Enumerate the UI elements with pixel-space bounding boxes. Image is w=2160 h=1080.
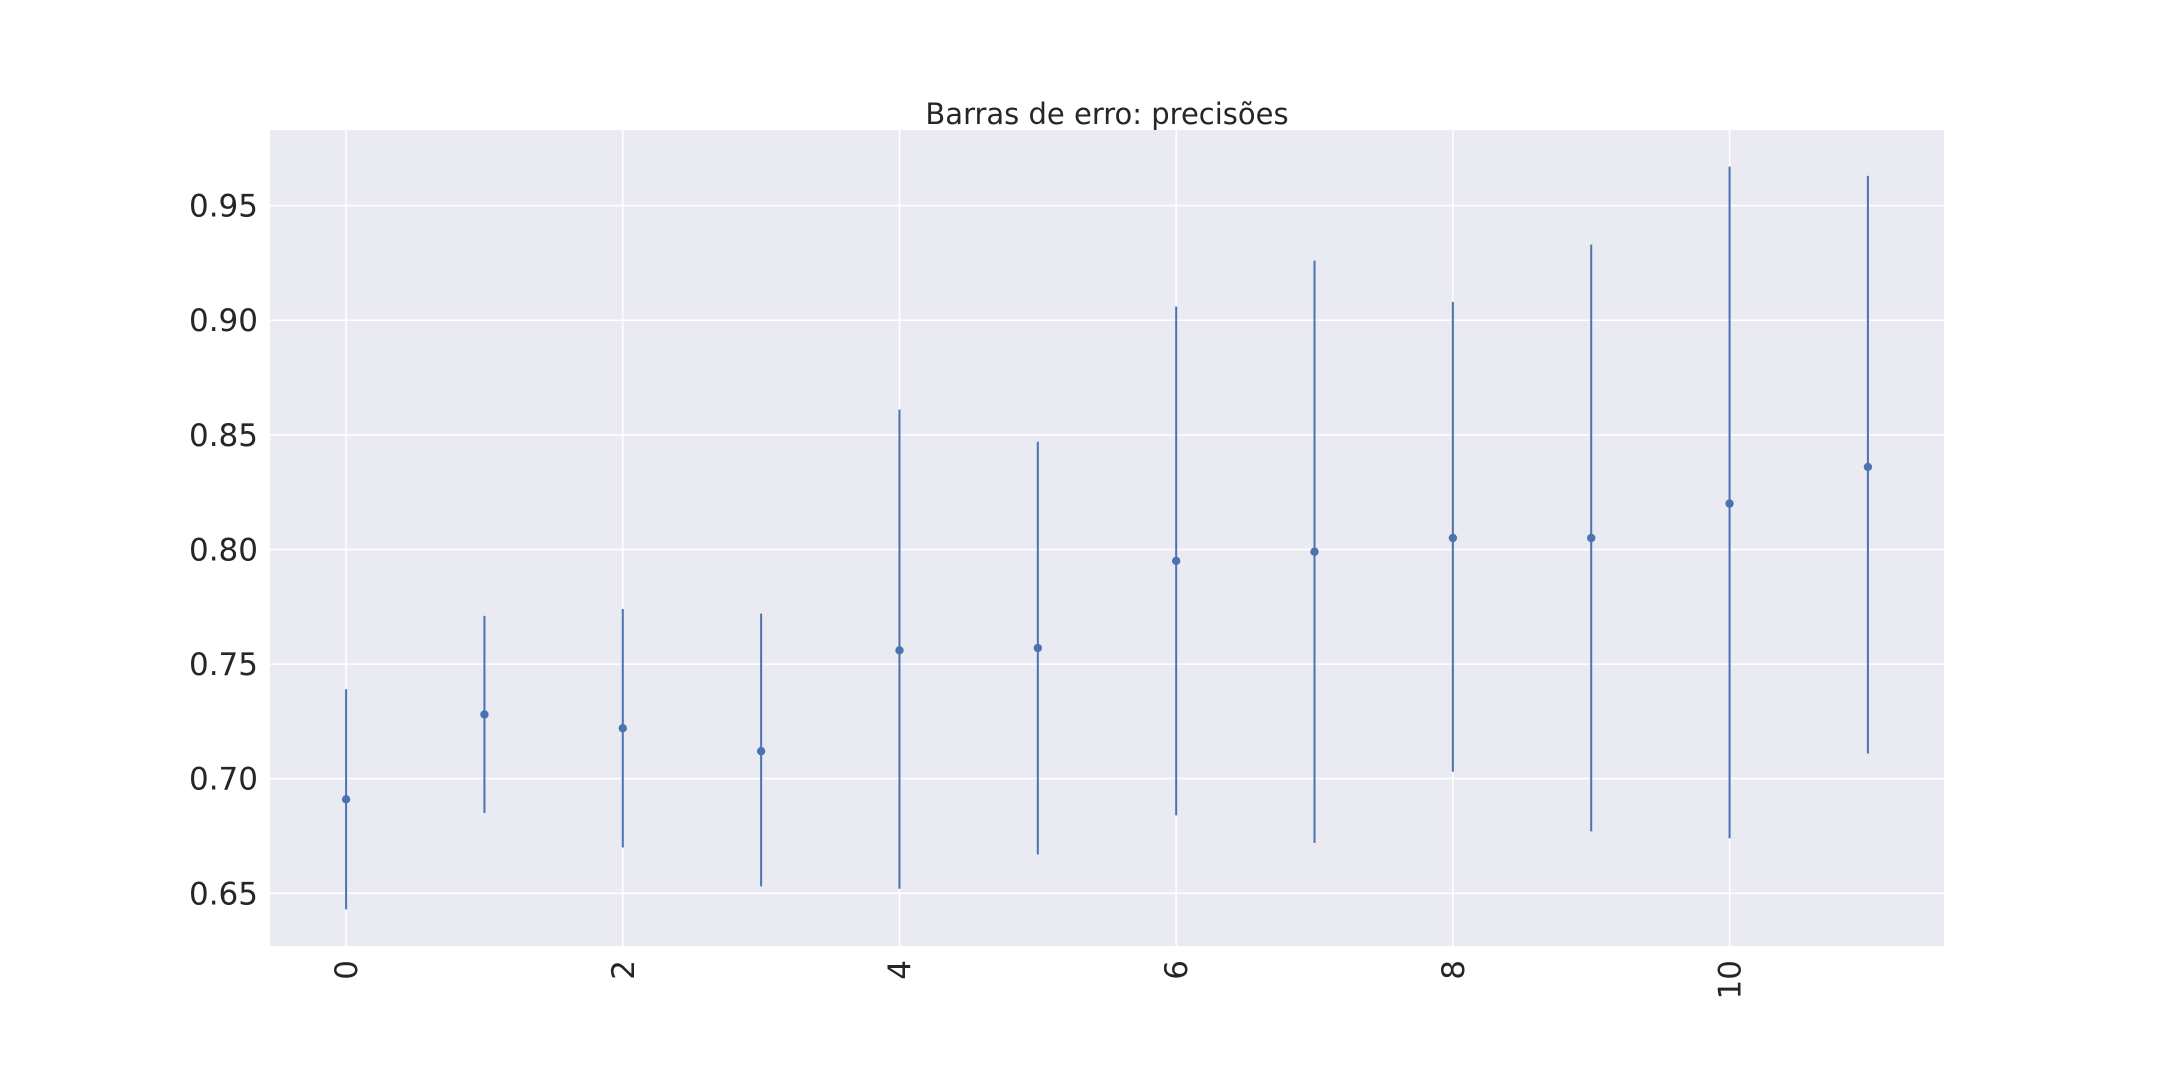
data-point: [480, 710, 489, 719]
y-tick-labels: 0.65 0.70 0.75 0.80 0.85 0.90 0.95: [189, 189, 258, 913]
data-point: [618, 724, 627, 733]
plot-background: [270, 130, 1944, 946]
y-tick-label: 0.80: [189, 532, 258, 568]
y-tick-label: 0.65: [189, 876, 258, 912]
x-tick-labels: 0 2 4 6 8 10: [329, 960, 1748, 999]
data-point: [1171, 556, 1181, 566]
data-point: [1863, 462, 1873, 472]
data-point: [1448, 533, 1458, 543]
y-tick-label: 0.90: [189, 303, 258, 339]
x-tick-label: 8: [1436, 960, 1472, 980]
y-tick-label: 0.85: [189, 418, 258, 454]
x-tick-label: 10: [1713, 960, 1749, 999]
data-points: [341, 462, 1873, 804]
data-point: [341, 795, 351, 804]
data-point: [1033, 643, 1043, 653]
x-tick-label: 2: [606, 960, 642, 980]
x-tick-label: 6: [1159, 960, 1195, 980]
data-point: [756, 746, 766, 756]
chart-title: Barras de erro: precisões: [925, 97, 1288, 131]
y-tick-label: 0.75: [189, 647, 258, 683]
data-point: [895, 646, 904, 655]
x-tick-label: 4: [882, 960, 918, 980]
data-point: [1587, 533, 1596, 543]
data-point: [1310, 547, 1319, 556]
data-point: [1725, 499, 1734, 508]
y-tick-label: 0.95: [189, 189, 258, 225]
y-tick-label: 0.70: [189, 762, 258, 798]
x-tick-label: 0: [329, 960, 365, 980]
